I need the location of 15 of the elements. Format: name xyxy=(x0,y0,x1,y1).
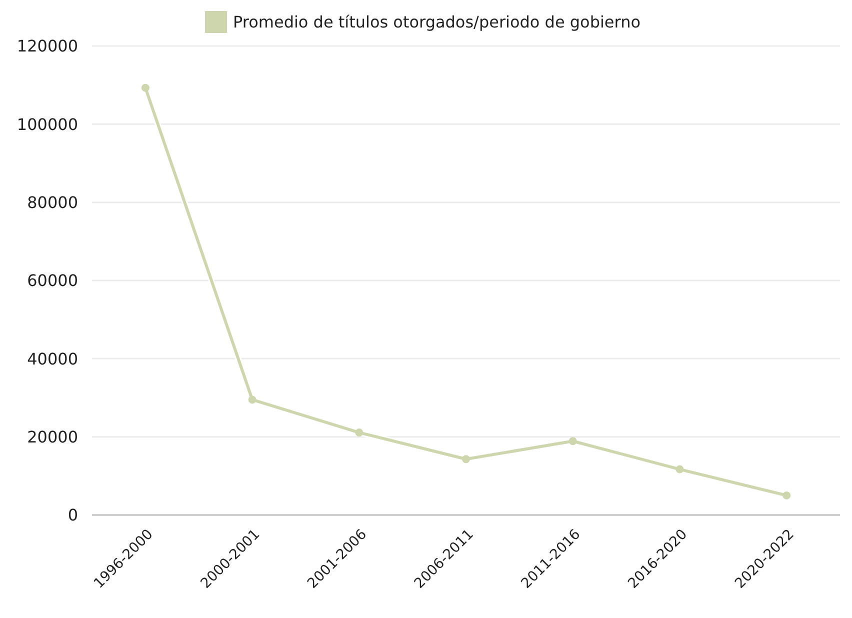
point xyxy=(141,84,150,92)
point xyxy=(676,465,684,474)
point xyxy=(782,491,791,500)
y-tick-label: 120000 xyxy=(16,36,78,56)
y-tick-label: 40000 xyxy=(27,349,78,368)
legend-label: Promedio de títulos otorgados/periodo de gobierno xyxy=(233,12,640,32)
y-tick-label: 80000 xyxy=(27,192,78,212)
point xyxy=(248,396,256,404)
point xyxy=(462,455,470,464)
point xyxy=(355,428,364,437)
point xyxy=(568,437,577,446)
y-tick-label: 0 xyxy=(68,506,78,525)
y-tick-label: 20000 xyxy=(27,427,78,446)
y-tick-label: 60000 xyxy=(27,271,78,290)
y-tick-label: 100000 xyxy=(16,114,78,134)
